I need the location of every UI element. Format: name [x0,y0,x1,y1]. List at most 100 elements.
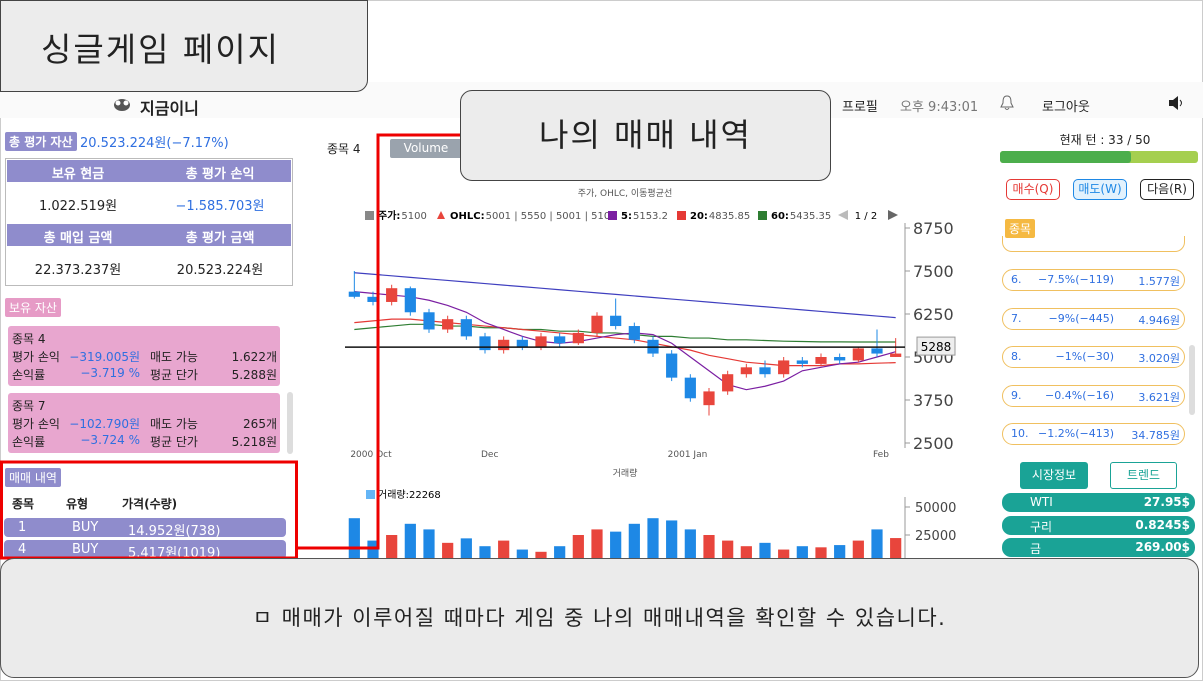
volume-bar [498,540,510,563]
volume-bar [871,529,883,563]
list-row[interactable] [1002,346,1185,368]
candle-body [423,312,435,330]
assets-cell: 20.523.224원 [176,263,264,278]
candle-body [834,357,846,361]
volume-bar [591,529,603,563]
market-row [1002,515,1195,535]
legend-name: 20: [690,211,708,222]
action-button[interactable]: 다음(R) [1140,179,1194,200]
holding-label: 평균 단가 [150,368,198,382]
trade-cell: BUY [72,542,99,557]
candle-body [479,336,491,351]
market-name: 구리 [1030,519,1053,534]
assets-label: 총 평가 자산 [5,132,77,151]
legend-value: 5153.2 [633,211,668,222]
candle-body [740,367,752,375]
row-price: 34.785원 [1131,429,1180,442]
list-label: 종목 [1005,219,1036,238]
scrollbar[interactable] [1189,345,1195,415]
trades-column: 유형 [66,497,89,511]
holding-value: 265개 [243,417,277,431]
holding-value: 5.288원 [231,368,277,382]
row-price: 3.621원 [1138,390,1180,404]
holding-name: 종목 7 [12,399,46,413]
row-change: −1.2%(−413) [1038,427,1114,440]
legend-value: 4835.85 [709,211,750,222]
row-change: −0.4%(−16) [1045,388,1114,402]
tab[interactable]: 시장정보 [1020,462,1088,489]
row-change: −9%(−445) [1048,311,1114,325]
pager: 1 / 2 [855,211,877,222]
holding-value: −3.719 % [80,366,140,380]
volume-tick-label: 25000 [915,529,956,544]
volume-bar [348,518,360,563]
legend-name: OHLC: [450,211,485,222]
trade-cell: 4 [18,542,27,557]
volume-tab[interactable]: Volume [390,139,462,158]
holding-value: −3.724 % [80,433,140,447]
ma-line [354,291,896,391]
scrollbar[interactable] [287,392,293,454]
action-button[interactable]: 매도(W) [1073,179,1127,200]
row-price: 3.020원 [1138,352,1180,365]
row-index: 8. [1011,350,1022,363]
volume-bar [647,518,659,563]
volume-bar [890,538,902,563]
candle-body [554,336,566,344]
nav-logout[interactable]: 로그아웃 [1042,100,1090,115]
candle-body [460,319,472,337]
assets-header [7,224,291,246]
volume-legend: 거래량:22268 [378,489,441,501]
current-price-label: 5288 [921,340,952,354]
trade-row[interactable] [4,518,286,537]
y-tick-label: 7500 [913,262,954,281]
trade-cell: 1 [18,520,27,535]
bell-icon[interactable] [1000,95,1014,111]
market-value: 27.95$ [1143,495,1190,509]
action-button[interactable]: 매수(Q) [1006,179,1060,200]
row-price: 1.577원 [1138,275,1180,288]
candle-body [610,315,622,327]
legend-icon [437,211,445,219]
speaker-icon[interactable] [1168,96,1186,110]
holding-label: 손익률 [12,435,46,449]
list-row[interactable] [1002,423,1185,445]
row-change: −1%(−30) [1055,350,1114,363]
volume-bar [367,540,379,563]
logo[interactable]: 지금이니 [140,99,199,118]
volume-bar [479,546,491,563]
assets-table [5,158,293,286]
trade-cell: BUY [72,520,99,535]
holding-value: 1.622개 [231,350,277,364]
nav-profile[interactable]: 프로필 [842,100,878,115]
candle-body [666,353,678,378]
row-index: 6. [1011,273,1022,286]
legend-name: 60: [771,211,789,222]
volume-bar [815,547,827,563]
volume-tick-label: 50000 [915,501,956,516]
candle-body [386,288,398,302]
holding-value: −102.790원 [69,417,140,431]
volume-bar [554,546,566,563]
candle-body [367,296,379,302]
list-row[interactable] [1002,269,1185,291]
volume-bar [516,549,528,563]
volume-title: 거래량 [613,467,638,479]
trade-row[interactable] [4,540,286,559]
current-price-box [916,336,956,356]
row-change: −7.5%(−119) [1038,273,1114,286]
candle-body [404,288,416,313]
tab[interactable]: 트렌드 [1110,462,1177,489]
ma-line [354,272,896,319]
pager-prev [838,210,848,220]
chart-title: 주가, OHLC, 이동평균선 [578,188,673,199]
volume-bar [423,529,435,563]
x-tick-label: 2001 Jan [668,450,708,460]
holding-value: −319.005원 [69,350,140,364]
list-row[interactable] [1002,384,1185,407]
list-row[interactable] [1002,307,1185,330]
holding-label: 손익률 [12,368,46,382]
y-tick-label: 8750 [913,219,954,238]
volume-bar [610,531,622,563]
